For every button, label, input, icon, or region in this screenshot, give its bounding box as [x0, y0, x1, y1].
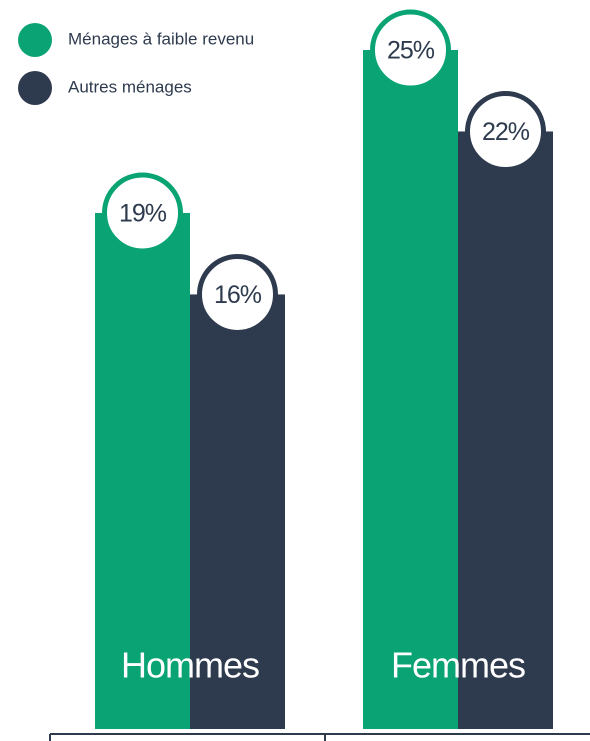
value-label: 16% — [214, 281, 262, 309]
bar — [363, 50, 458, 729]
value-badge — [370, 9, 451, 91]
legend-swatch — [18, 71, 52, 105]
legend-swatch — [18, 23, 52, 57]
value-label: 25% — [387, 37, 435, 65]
category-label: Hommes — [121, 645, 259, 686]
legend-label: Autres ménages — [68, 77, 192, 96]
bar — [95, 212, 190, 729]
value-badge — [102, 172, 183, 254]
value-label: 19% — [119, 200, 167, 228]
bar — [458, 131, 553, 730]
value-badge — [197, 253, 278, 335]
value-label: 22% — [482, 118, 530, 146]
category-label: Femmes — [391, 645, 525, 686]
bar — [190, 294, 285, 729]
value-badge — [465, 90, 546, 172]
legend-label: Ménages à faible revenu — [68, 29, 254, 48]
